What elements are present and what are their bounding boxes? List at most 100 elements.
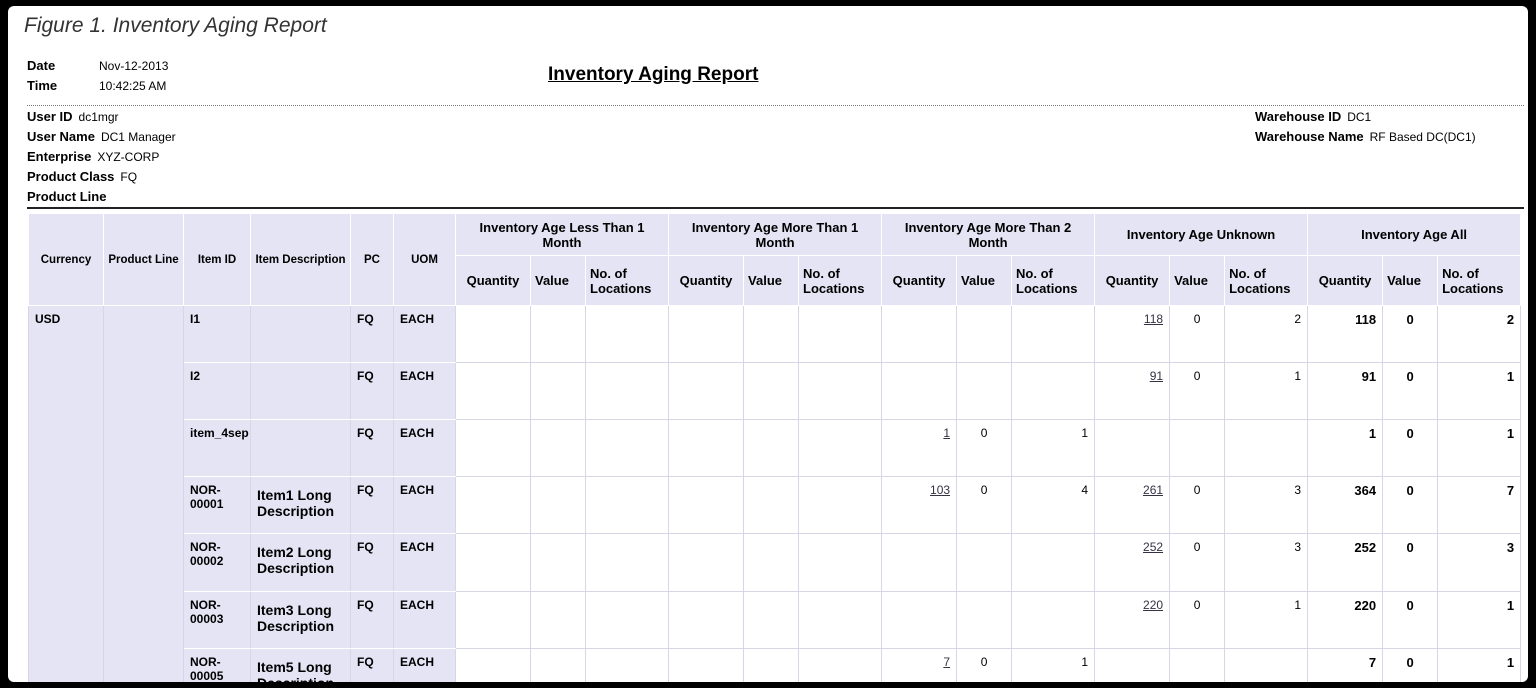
- value-cell: 118: [1094, 305, 1171, 363]
- value-cell: 1: [1437, 419, 1522, 477]
- value-cell: 3: [1437, 533, 1522, 592]
- value-cell: 0: [1169, 591, 1226, 649]
- value-cell: 252: [1094, 533, 1171, 592]
- figure-caption: Figure 1. Inventory Aging Report: [24, 14, 327, 37]
- value-cell: 7: [1437, 476, 1522, 534]
- value-cell: 364: [1307, 476, 1384, 534]
- value-cell: 0: [1382, 476, 1439, 534]
- subcolumn-header: Quantity: [1094, 255, 1171, 306]
- value-cell: 3: [1224, 533, 1309, 592]
- column-header: Item Description: [250, 213, 351, 306]
- quantity-link[interactable]: 220: [1143, 598, 1164, 612]
- value-cell: [668, 591, 745, 649]
- value-cell: 1: [1011, 419, 1096, 477]
- subcolumn-header: No. of Locations: [1437, 255, 1522, 306]
- data-row: item_4sep FQ EACH 1 0 1 1 0 1: [29, 419, 1522, 477]
- report-page: Figure 1. Inventory Aging Report Date Nov…: [8, 6, 1528, 682]
- value-cell: [455, 476, 531, 534]
- value-cell: 1: [1437, 591, 1522, 649]
- subcolumn-header: No. of Locations: [798, 255, 883, 306]
- value-cell: [743, 533, 800, 592]
- quantity-link[interactable]: 261: [1143, 483, 1164, 497]
- value-cell: [455, 533, 531, 592]
- subcolumn-header: Value: [743, 255, 800, 306]
- value-cell: [881, 533, 958, 592]
- group-header: Inventory Age More Than 1 Month: [668, 213, 883, 256]
- field-label: Date: [27, 58, 56, 73]
- divider: [27, 105, 1524, 106]
- value-cell: 103: [881, 476, 958, 534]
- value-cell: 252: [1307, 533, 1384, 592]
- subcolumn-header: Value: [1382, 255, 1439, 306]
- value-cell: [530, 476, 586, 534]
- value-cell: 0: [1169, 533, 1226, 592]
- value-cell: [798, 476, 883, 534]
- quantity-link[interactable]: 118: [1143, 312, 1164, 326]
- value-cell: 0: [1382, 362, 1439, 420]
- field-value: DC1: [1347, 110, 1372, 124]
- value-cell: [956, 362, 1013, 420]
- value-cell: [1094, 419, 1171, 477]
- data-row: NOR-00001 Item1 Long Description FQ EACH 103…: [29, 476, 1522, 534]
- subcolumn-header: Quantity: [1307, 255, 1384, 306]
- field-row: Enterprise XYZ-CORP: [27, 149, 176, 169]
- uom-cell: EACH: [393, 533, 456, 592]
- pc-cell: FQ: [350, 648, 394, 682]
- item-id-cell: NOR-00005: [183, 648, 251, 682]
- value-cell: 0: [956, 419, 1013, 477]
- value-cell: [743, 591, 800, 649]
- value-cell: [668, 305, 745, 363]
- subcolumn-header: Value: [956, 255, 1013, 306]
- field-label: Product Class: [27, 169, 115, 184]
- value-cell: 91: [1307, 362, 1384, 420]
- quantity-link[interactable]: 252: [1143, 540, 1164, 554]
- value-cell: 1: [1437, 362, 1522, 420]
- item-id-cell: NOR-00003: [183, 591, 251, 649]
- divider: [27, 207, 1524, 209]
- quantity-link[interactable]: 1: [943, 426, 951, 440]
- value-cell: [881, 591, 958, 649]
- description-cell: Item2 Long Description: [250, 533, 351, 592]
- value-cell: 1: [1224, 362, 1309, 420]
- field-row: Product Class FQ: [27, 169, 176, 189]
- value-cell: [668, 533, 745, 592]
- currency-cell: USD: [28, 305, 104, 682]
- description-cell: [250, 362, 351, 420]
- quantity-link[interactable]: 91: [1149, 369, 1164, 383]
- quantity-link[interactable]: 103: [930, 483, 951, 497]
- value-cell: 0: [1382, 419, 1439, 477]
- value-cell: 261: [1094, 476, 1171, 534]
- value-cell: [1169, 419, 1226, 477]
- info-left: User ID dc1mgr User Name DC1 Manager Enterpr…: [27, 109, 176, 209]
- field-value: RF Based DC(DC1): [1369, 130, 1476, 144]
- value-cell: [530, 648, 586, 682]
- value-cell: [668, 648, 745, 682]
- field-value: 10:42:25 AM: [99, 79, 167, 93]
- column-header: Item ID: [183, 213, 251, 306]
- quantity-link[interactable]: 7: [943, 655, 951, 669]
- uom-cell: EACH: [393, 648, 456, 682]
- group-header: Inventory Age Unknown: [1094, 213, 1309, 256]
- value-cell: [1011, 362, 1096, 420]
- value-cell: [455, 591, 531, 649]
- value-cell: [743, 648, 800, 682]
- value-cell: [455, 362, 531, 420]
- value-cell: 7: [1307, 648, 1384, 682]
- value-cell: 0: [1382, 648, 1439, 682]
- value-cell: 0: [1382, 533, 1439, 592]
- data-row: NOR-00003 Item3 Long Description FQ EACH 220…: [29, 591, 1522, 649]
- value-cell: 2: [1437, 305, 1522, 363]
- value-cell: [455, 419, 531, 477]
- uom-cell: EACH: [393, 305, 456, 363]
- value-cell: [1011, 533, 1096, 592]
- field-row: Date Nov-12-2013: [27, 58, 168, 78]
- uom-cell: EACH: [393, 591, 456, 649]
- field-label: Product Line: [27, 189, 107, 204]
- data-row: NOR-00002 Item2 Long Description FQ EACH 252…: [29, 533, 1522, 592]
- value-cell: [584, 648, 670, 682]
- value-cell: 1: [1307, 419, 1384, 477]
- value-cell: 2: [1224, 305, 1309, 363]
- item-id-cell: I1: [183, 305, 251, 363]
- value-cell: [798, 419, 883, 477]
- value-cell: 0: [1169, 305, 1226, 363]
